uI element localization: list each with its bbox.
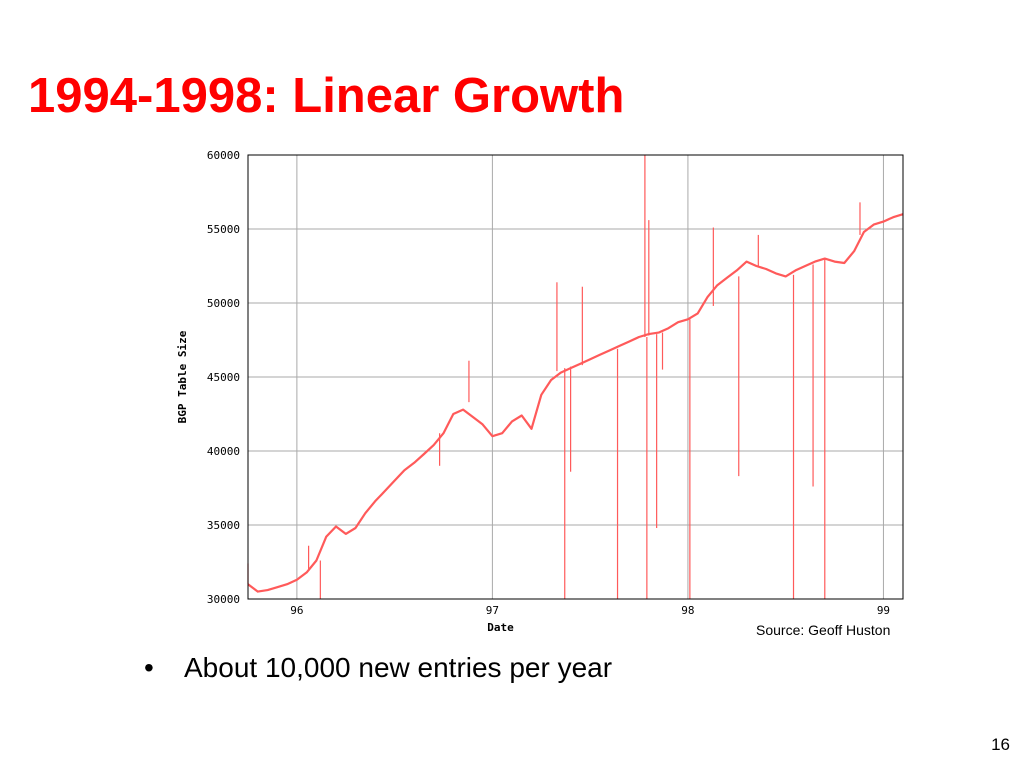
bullet-list-item: • About 10,000 new entries per year [144,652,612,684]
y-tick-labels: 30000 35000 40000 45000 50000 55000 60000 [207,149,240,606]
x-axis-label: Date [487,621,514,634]
y-tick-label: 60000 [207,149,240,162]
plot-frame [247,154,904,600]
x-tick-label: 99 [877,604,890,617]
y-tick-label: 45000 [207,371,240,384]
y-tick-label: 35000 [207,519,240,532]
y-tick-label: 50000 [207,297,240,310]
x-tick-label: 98 [681,604,694,617]
series-polyline [247,213,904,593]
y-tick-label: 55000 [207,223,240,236]
x-tick-label: 97 [486,604,499,617]
y-tick-label: 40000 [207,445,240,458]
y-tick-label: 30000 [207,593,240,606]
page-number: 16 [991,735,1010,754]
x-tick-label: 96 [290,604,303,617]
bgp-table-size-chart: 30000 35000 40000 45000 50000 55000 60000 96 97… [170,140,910,645]
slide-title: 1994-1998: Linear Growth [28,69,625,123]
bullet-marker: • [144,652,154,683]
source-caption: Source: Geoff Huston [756,622,891,638]
bullet-text: About 10,000 new entries per year [184,652,613,683]
x-tick-labels: 96 97 98 99 [290,604,890,617]
y-axis-label: BGP Table Size [176,330,189,423]
chart-svg: 30000 35000 40000 45000 50000 55000 60000 96 97… [176,149,904,634]
